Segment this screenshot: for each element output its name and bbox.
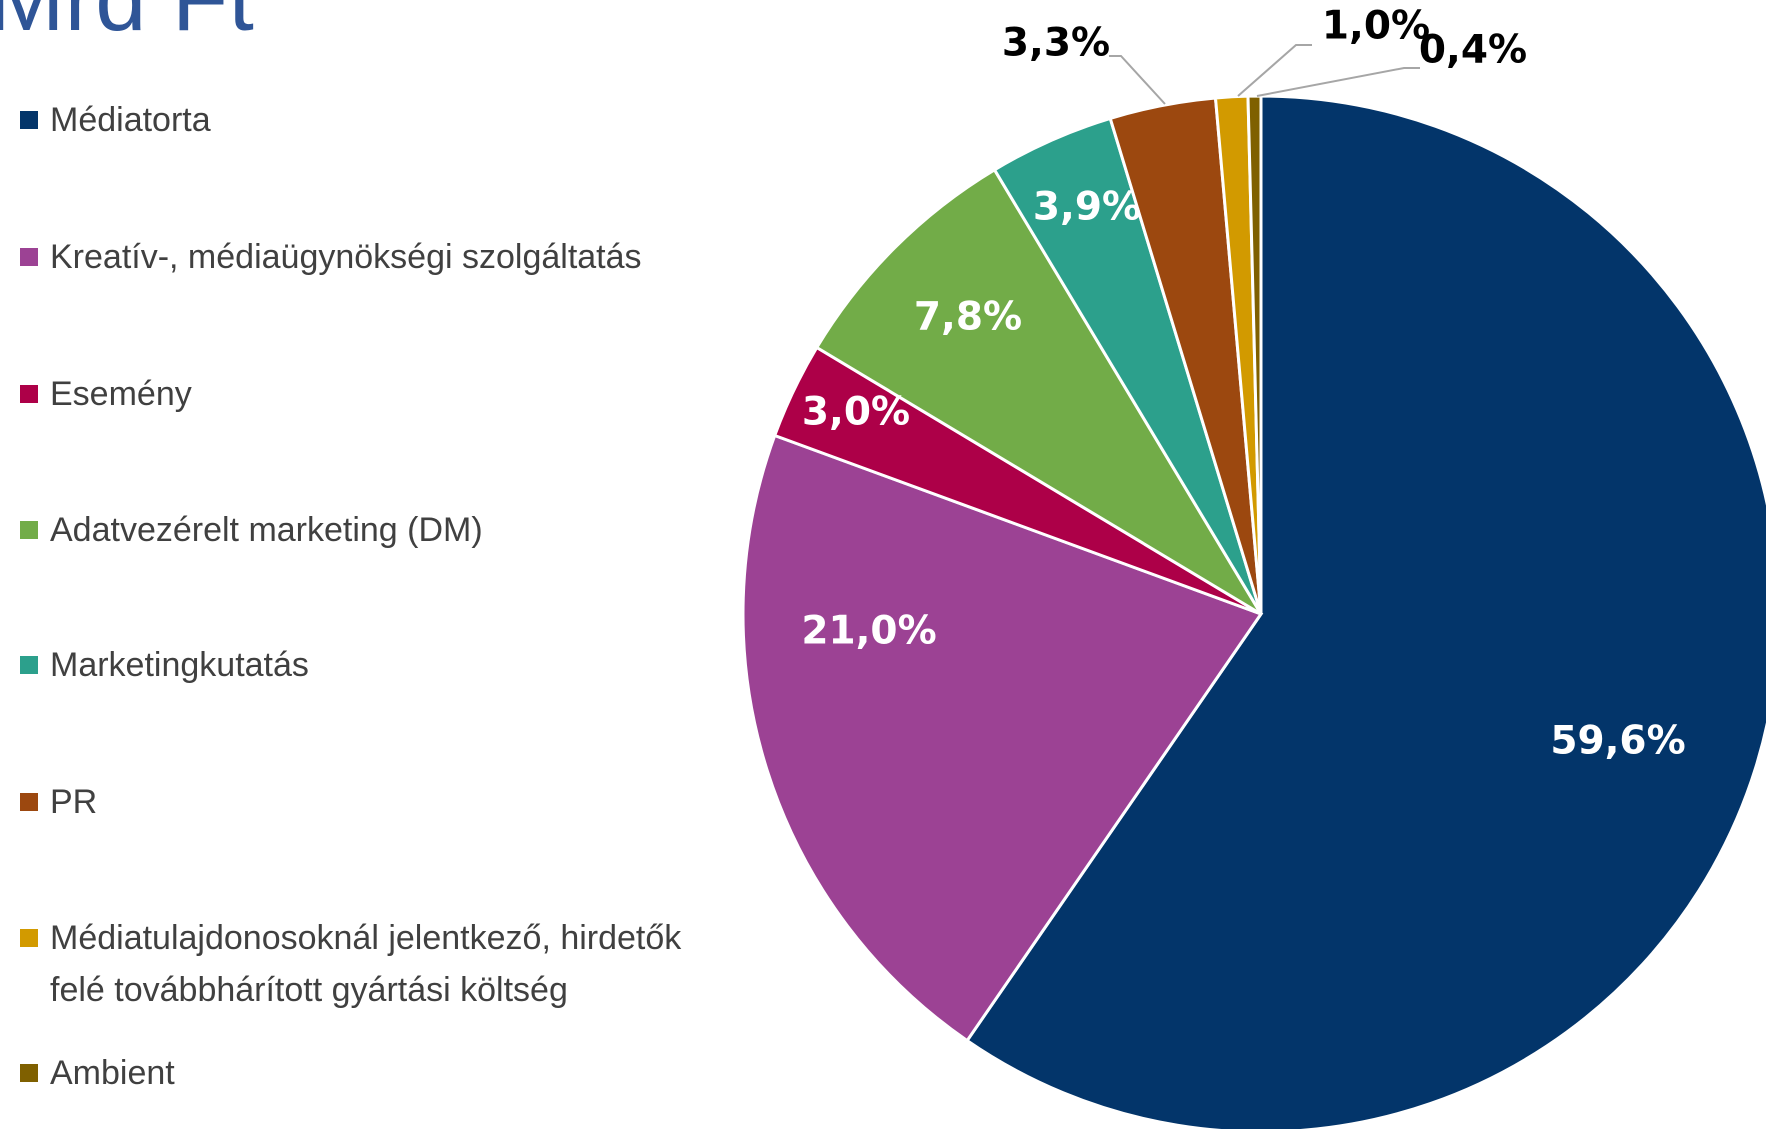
legend-item: Kreatív-, médiaügynökségi szolgáltatás xyxy=(18,231,730,283)
pie-slice xyxy=(965,94,1766,1129)
legend-item: Marketingkutatás xyxy=(18,639,730,691)
leader-line xyxy=(1237,44,1312,97)
chart-title: Mrd Ft xyxy=(0,0,254,50)
legend-swatch xyxy=(20,929,38,947)
data-label: 7,8% xyxy=(914,295,1022,340)
legend-item: PR xyxy=(18,776,730,828)
data-label: 3,3% xyxy=(1002,21,1110,66)
legend-label: Adatvezérelt marketing (DM) xyxy=(50,511,483,549)
legend-item: Adatvezérelt marketing (DM) xyxy=(18,504,730,556)
legend-swatch xyxy=(20,1064,38,1082)
legend-swatch xyxy=(20,521,38,539)
legend-label: PR xyxy=(50,783,98,821)
data-label: 3,9% xyxy=(1033,185,1141,230)
legend-label: Marketingkutatás xyxy=(50,646,309,684)
legend-swatch xyxy=(20,656,38,674)
data-label: 0,4% xyxy=(1419,28,1527,73)
legend-item: Médiatorta xyxy=(18,94,730,146)
data-label: 1,0% xyxy=(1322,4,1430,49)
legend-label: Esemény xyxy=(50,375,192,413)
pie-slice xyxy=(814,167,1263,616)
data-label: 21,0% xyxy=(801,609,936,654)
legend-label: Médiatulajdonosoknál jelentkező, hirdető… xyxy=(50,919,682,1009)
data-label: 59,6% xyxy=(1550,719,1685,764)
legend-swatch xyxy=(20,793,38,811)
leader-line xyxy=(1256,67,1420,97)
legend-label: Ambient xyxy=(50,1054,175,1092)
legend-swatch xyxy=(20,385,38,403)
data-label: 3,0% xyxy=(802,390,910,435)
legend-label: Kreatív-, médiaügynökségi szolgáltatás xyxy=(50,238,642,276)
legend-swatch xyxy=(20,248,38,266)
legend-item: Médiatulajdonosoknál jelentkező, hirdető… xyxy=(18,912,730,1016)
legend-swatch xyxy=(20,111,38,129)
leader-line xyxy=(1109,55,1166,105)
legend-label: Médiatorta xyxy=(50,101,211,139)
pie-slice xyxy=(741,433,1264,1043)
legend-item: Ambient xyxy=(18,1047,730,1099)
legend-item: Esemény xyxy=(18,368,730,420)
